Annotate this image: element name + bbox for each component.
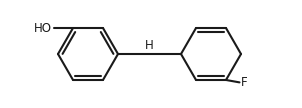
Text: H: H bbox=[145, 39, 154, 52]
Text: F: F bbox=[241, 76, 248, 90]
Text: HO: HO bbox=[34, 21, 52, 35]
